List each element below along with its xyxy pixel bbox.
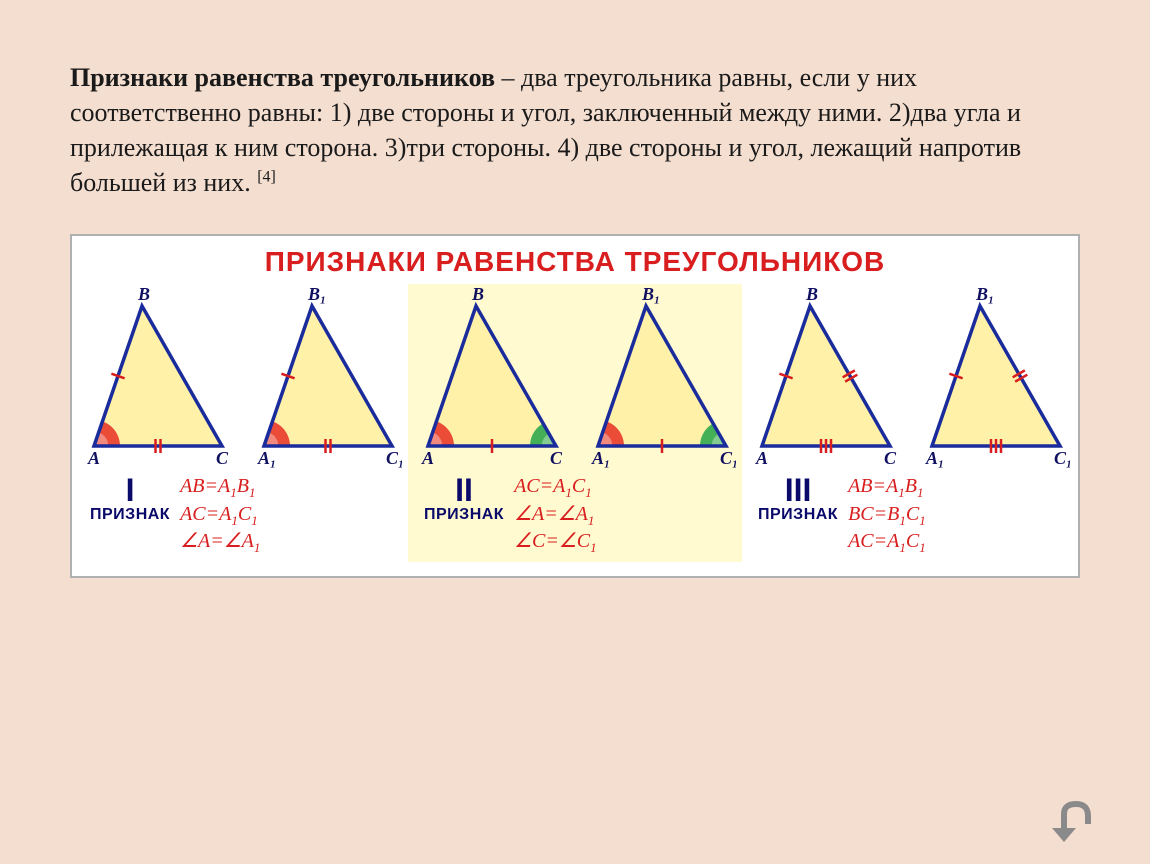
- svg-text:C₁: C₁: [1054, 448, 1070, 468]
- svg-text:A: A: [87, 448, 100, 468]
- formulas: AC=A1C1∠A=∠A1∠C=∠C1: [514, 474, 597, 556]
- panel-1: A B C A₁ B₁ C₁ IПРИЗНАКAB=A1B1AC=A1C1∠A=∠A1: [74, 284, 408, 562]
- svg-text:B: B: [137, 288, 150, 304]
- triangle-pair: A B C A₁ B₁ C₁: [80, 288, 402, 468]
- panel-2: A B C A₁ B₁ C₁ IIПРИЗНАКAC=A1C1∠A=∠A1∠C=∠C1: [408, 284, 742, 562]
- svg-text:C₁: C₁: [386, 448, 402, 468]
- panels-row: A B C A₁ B₁ C₁ IПРИЗНАКAB=A1B1AC=A1C1∠A=∠A1 A…: [80, 284, 1070, 562]
- criterion-label: IIIПРИЗНАК: [758, 474, 838, 524]
- svg-text:C: C: [884, 448, 897, 468]
- panel-bottom: IПРИЗНАКAB=A1B1AC=A1C1∠A=∠A1: [80, 474, 402, 556]
- formulas: AB=A1B1BC=B1C1AC=A1C1: [848, 474, 926, 556]
- svg-text:A₁: A₁: [257, 448, 276, 468]
- return-arrow-icon[interactable]: [1044, 792, 1100, 844]
- panel-3: A B C A₁ B₁ C₁ IIIПРИЗНАКAB=A1B1BC=B1C1AC=A1C…: [742, 284, 1076, 562]
- svg-text:A₁: A₁: [591, 448, 610, 468]
- criterion-label: IIПРИЗНАК: [424, 474, 504, 524]
- svg-text:A: A: [755, 448, 768, 468]
- criterion-label: IПРИЗНАК: [90, 474, 170, 524]
- svg-text:C: C: [216, 448, 229, 468]
- svg-text:A₁: A₁: [925, 448, 944, 468]
- panel-bottom: IIIПРИЗНАКAB=A1B1BC=B1C1AC=A1C1: [748, 474, 1070, 556]
- main-ref: [4]: [257, 169, 276, 186]
- svg-text:B₁: B₁: [307, 288, 326, 304]
- formulas: AB=A1B1AC=A1C1∠A=∠A1: [180, 474, 260, 556]
- triangle-pair: A B C A₁ B₁ C₁: [414, 288, 736, 468]
- svg-text:C: C: [550, 448, 563, 468]
- main-description: Признаки равенства треугольников – два т…: [70, 60, 1080, 200]
- figure-title: ПРИЗНАКИ РАВЕНСТВА ТРЕУГОЛЬНИКОВ: [80, 246, 1070, 278]
- svg-text:B₁: B₁: [975, 288, 994, 304]
- svg-text:B: B: [471, 288, 484, 304]
- triangle-pair: A B C A₁ B₁ C₁: [748, 288, 1070, 468]
- svg-text:B₁: B₁: [641, 288, 660, 304]
- svg-text:A: A: [421, 448, 434, 468]
- main-bold: Признаки равенства треугольников: [70, 63, 495, 92]
- svg-text:B: B: [805, 288, 818, 304]
- panel-bottom: IIПРИЗНАКAC=A1C1∠A=∠A1∠C=∠C1: [414, 474, 736, 556]
- svg-text:C₁: C₁: [720, 448, 736, 468]
- figure-container: ПРИЗНАКИ РАВЕНСТВА ТРЕУГОЛЬНИКОВ A B C A₁ B…: [70, 234, 1080, 578]
